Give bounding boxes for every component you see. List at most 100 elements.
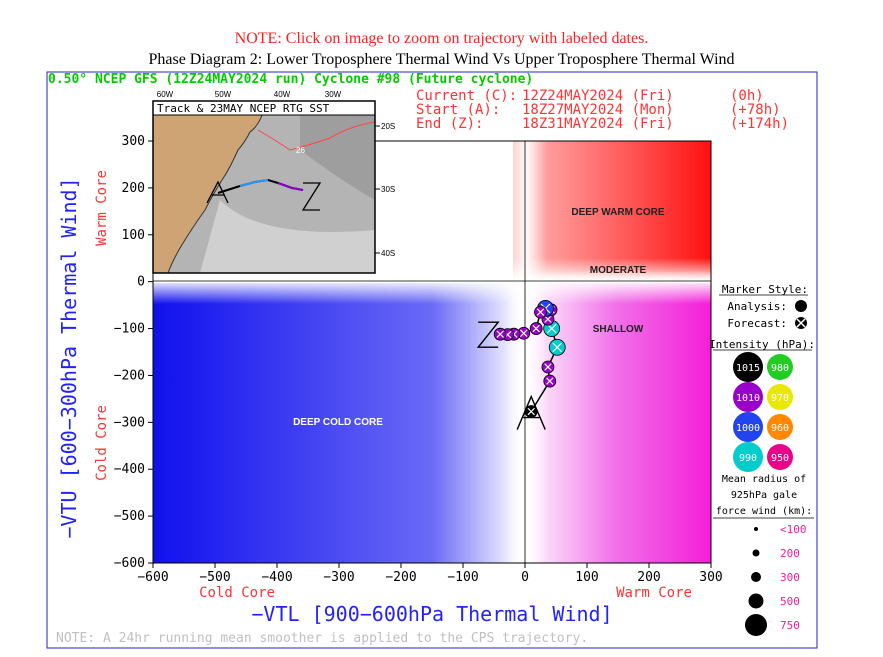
forecast-x-mark bbox=[496, 330, 504, 338]
analysis-marker-icon bbox=[795, 300, 807, 312]
inset-lon-labels: 60W 50W 40W 30W bbox=[157, 90, 342, 99]
radius-legend: <100 200 300 500 750 bbox=[745, 523, 807, 636]
radius-swatch bbox=[754, 527, 758, 531]
radius-swatch bbox=[751, 572, 761, 582]
y-tick-label: 300 bbox=[122, 134, 145, 149]
cyclone-trajectory[interactable] bbox=[493, 299, 566, 418]
legend-radius-title-1: Mean radius of bbox=[722, 474, 806, 485]
y-tick-label: −300 bbox=[114, 415, 145, 430]
forecast-x-mark bbox=[546, 377, 554, 385]
radius-value: <100 bbox=[780, 523, 807, 536]
forecast-x-mark bbox=[546, 323, 557, 334]
intensity-value: 950 bbox=[771, 453, 789, 464]
intensity-swatch bbox=[767, 444, 793, 470]
inset-lon-label: 40W bbox=[274, 90, 291, 99]
radius-value: 300 bbox=[780, 571, 800, 584]
legend-marker-style-title: Marker Style: bbox=[722, 283, 808, 296]
x-tick-label: 100 bbox=[575, 570, 598, 585]
forecast-x-mark bbox=[532, 324, 540, 333]
forecast-x-mark bbox=[520, 329, 528, 337]
intensity-swatch bbox=[767, 354, 793, 380]
end-offset: (+174h) bbox=[730, 116, 789, 132]
y-tick-label: 200 bbox=[122, 181, 145, 196]
time-info-block: Current (C): 12Z24MAY2024 (Fri) (0h) Sta… bbox=[416, 88, 789, 132]
start-a-marker bbox=[516, 394, 546, 430]
x-tick-label: 0 bbox=[521, 570, 529, 585]
intensity-swatch bbox=[733, 352, 763, 382]
x-tick-label: −400 bbox=[261, 570, 292, 585]
y-axis-sub-bottom: Cold Core bbox=[94, 405, 110, 481]
region-shallow: SHALLOW bbox=[593, 324, 644, 335]
region-deep-cold-core: DEEP COLD CORE bbox=[293, 417, 383, 428]
x-tick-label: 200 bbox=[637, 570, 660, 585]
plot-frame bbox=[152, 140, 712, 564]
footer-smoother-note: NOTE: A 24hr running mean smoother is ap… bbox=[56, 631, 588, 646]
y-tick-label: −600 bbox=[114, 556, 145, 571]
inset-lat-labels: 20S 30S 40S bbox=[375, 122, 395, 258]
forecast-x-mark bbox=[544, 315, 552, 323]
region-deep-warm-core: DEEP WARM CORE bbox=[571, 207, 664, 218]
x-tick-label: −500 bbox=[199, 570, 230, 585]
intensity-value: 1010 bbox=[736, 393, 760, 404]
end-time: 18Z31MAY2024 (Fri) bbox=[522, 116, 674, 132]
forecast-marker-icon bbox=[795, 317, 807, 329]
radius-value: 750 bbox=[780, 619, 800, 632]
y-axis-label: −VTU [600−300hPa Thermal Wind] bbox=[57, 177, 81, 538]
y-axis-ticks: 300 200 100 0 −100 −200 −300 −400 −500 −600 bbox=[114, 134, 153, 571]
y-tick-label: −400 bbox=[114, 462, 145, 477]
inset-track-map[interactable]: 26 Track & 23MAY NCEP RTG SST 60W 50W 40W 3… bbox=[152, 90, 395, 274]
x-tick-label: −600 bbox=[137, 570, 168, 585]
model-run-title: 0.50° NCEP GFS (12Z24MAY2024 run) Cyclon… bbox=[48, 72, 533, 87]
radius-swatch bbox=[752, 549, 760, 557]
inset-lon-label: 30W bbox=[325, 90, 342, 99]
region-moderate: MODERATE bbox=[590, 265, 647, 276]
zoom-note: NOTE: Click on image to zoom on trajecto… bbox=[234, 30, 649, 47]
intensity-value: 1015 bbox=[736, 363, 760, 374]
legend-intensity-title: Intensity (hPa): bbox=[709, 338, 815, 351]
y-tick-label: −100 bbox=[114, 322, 145, 337]
radius-value: 500 bbox=[780, 595, 800, 608]
sst-contour-label: 26 bbox=[296, 146, 305, 155]
legend-radius-title-3: force wind (km): bbox=[716, 506, 812, 517]
y-tick-label: 0 bbox=[137, 275, 145, 290]
x-axis-sub-left: Cold Core bbox=[199, 585, 275, 601]
x-tick-label: 300 bbox=[699, 570, 722, 585]
x-tick-label: −100 bbox=[447, 570, 478, 585]
x-tick-label: −300 bbox=[323, 570, 354, 585]
end-z-marker bbox=[476, 321, 500, 348]
land-mass bbox=[153, 115, 262, 273]
x-axis-sub-right: Warm Core bbox=[616, 585, 692, 601]
forecast-x-mark bbox=[536, 308, 545, 316]
legend-forecast-label: Forecast: bbox=[727, 317, 787, 330]
intensity-swatch bbox=[733, 382, 763, 412]
radius-swatch bbox=[748, 593, 764, 609]
intensity-value: 1000 bbox=[736, 423, 760, 434]
inset-start-marker bbox=[206, 180, 229, 204]
inset-lon-label: 60W bbox=[157, 90, 174, 99]
y-tick-label: −500 bbox=[114, 509, 145, 524]
intensity-swatch bbox=[767, 414, 793, 440]
current-label: Current (C): bbox=[416, 88, 517, 104]
start-offset: (+78h) bbox=[730, 102, 781, 118]
phase-background bbox=[153, 141, 711, 563]
current-time: 12Z24MAY2024 (Fri) bbox=[522, 88, 674, 104]
y-axis-sub-top: Warm Core bbox=[94, 170, 110, 246]
x-axis-ticks: −600 −500 −400 −300 −200 −100 0 100 200 300 bbox=[137, 563, 723, 585]
trajectory-endpoint-markers bbox=[476, 321, 546, 430]
inset-lat-label: 40S bbox=[381, 249, 395, 258]
figure-frame bbox=[46, 71, 818, 649]
inset-lon-label: 50W bbox=[215, 90, 232, 99]
y-tick-label: 100 bbox=[122, 228, 145, 243]
legend-radius-title-2: 925hPa gale bbox=[731, 490, 797, 501]
forecast-x-mark bbox=[544, 363, 552, 371]
phase-diagram-title: Phase Diagram 2: Lower Troposphere Therm… bbox=[148, 51, 735, 68]
intensity-value: 970 bbox=[771, 393, 789, 404]
inset-title: Track & 23MAY NCEP RTG SST bbox=[157, 102, 330, 115]
intensity-swatch bbox=[733, 412, 763, 442]
legend-analysis-label: Analysis: bbox=[727, 300, 787, 313]
inset-end-marker bbox=[301, 182, 322, 211]
sst-26-contour bbox=[257, 121, 376, 151]
start-time: 18Z27MAY2024 (Mon) bbox=[522, 102, 674, 118]
intensity-swatch bbox=[767, 384, 793, 410]
